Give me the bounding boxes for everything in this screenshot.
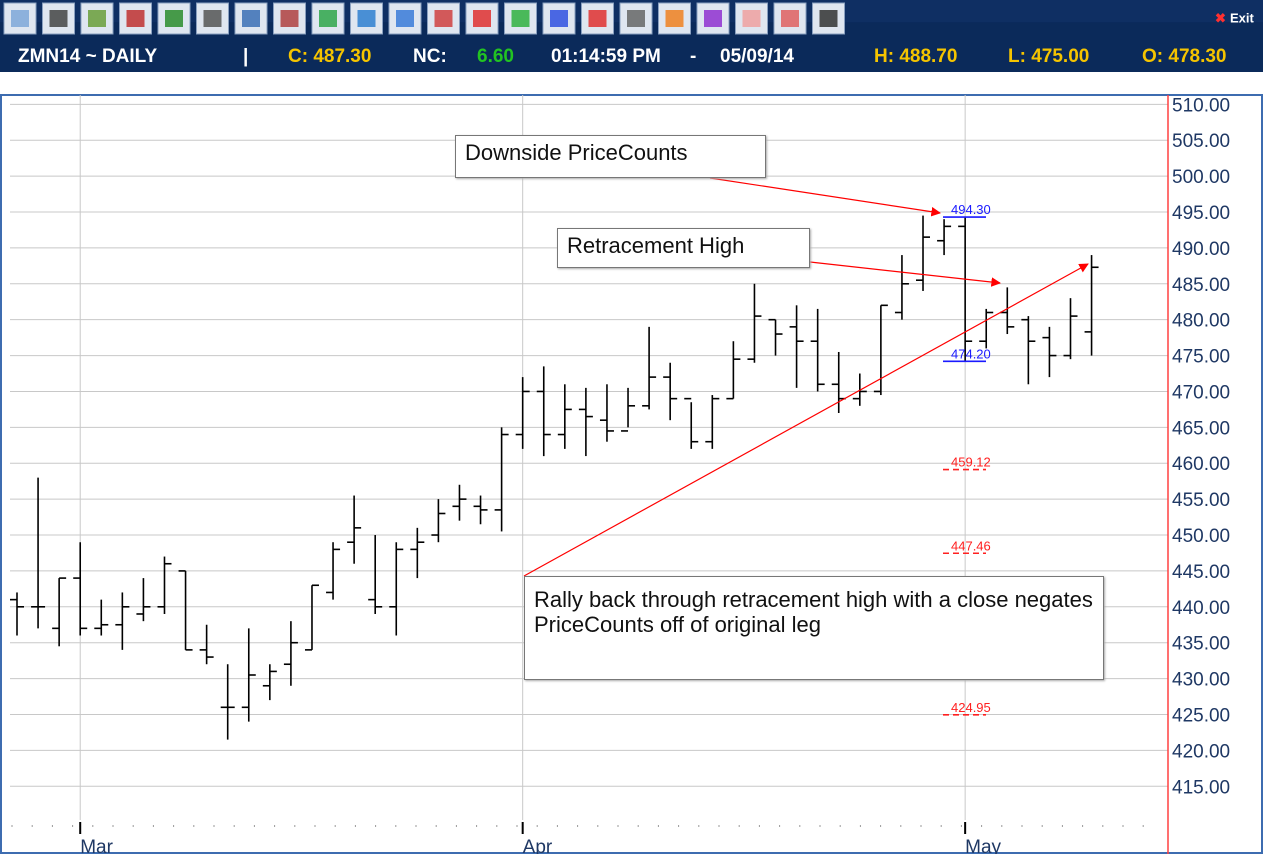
header-field: NC: (413, 46, 447, 67)
y-tick-label: 460.00 (1172, 454, 1230, 475)
toolbar-glyph (819, 10, 838, 27)
toolbar-glyph (550, 10, 568, 27)
y-tick-label: 475.00 (1172, 347, 1230, 368)
price-level-label: 494.30 (951, 202, 991, 217)
toolbar-glyph (357, 10, 376, 27)
header-field: O: 478.30 (1142, 46, 1227, 67)
y-tick-label: 510.00 (1172, 95, 1230, 116)
header-field: 6.60 (477, 46, 514, 67)
toolbar-glyph (126, 10, 145, 27)
price-level-label: 424.95 (951, 700, 991, 715)
y-tick-label: 440.00 (1172, 598, 1230, 619)
chart-frame (0, 94, 1263, 854)
arrow (709, 177, 941, 217)
toolbar-glyph (49, 10, 68, 27)
header-field: ZMN14 ~ DAILY (18, 46, 158, 67)
toolbar-glyph (473, 10, 491, 27)
header-field: - (690, 46, 696, 67)
exit-label[interactable]: Exit (1230, 10, 1255, 25)
header-bar (0, 38, 1263, 72)
header-field: H: 488.70 (874, 46, 957, 67)
callout: Retracement High (557, 228, 810, 268)
y-tick-label: 435.00 (1172, 634, 1230, 655)
price-level-label: 447.46 (951, 538, 991, 553)
toolbar-glyph (434, 10, 453, 27)
y-tick-label: 505.00 (1172, 131, 1230, 152)
toolbar-glyph (11, 10, 29, 27)
price-level-label: 474.20 (951, 346, 991, 361)
toolbar-button[interactable] (3, 2, 37, 35)
toolbar-glyph (588, 10, 607, 27)
y-tick-label: 480.00 (1172, 311, 1230, 332)
toolbar-glyph (319, 10, 337, 27)
y-tick-label: 430.00 (1172, 670, 1230, 691)
y-tick-label: 465.00 (1172, 418, 1230, 439)
y-tick-label: 485.00 (1172, 275, 1230, 296)
toolbar-glyph (88, 10, 106, 27)
toolbar-glyph (511, 10, 530, 27)
y-tick-label: 500.00 (1172, 167, 1230, 188)
x-tick-label: Apr (523, 837, 553, 854)
price-level-label: 459.12 (951, 455, 991, 470)
header-field: C: 487.30 (288, 46, 371, 67)
toolbar-glyph (242, 10, 260, 27)
toolbar-button[interactable] (812, 2, 845, 35)
y-tick-label: 450.00 (1172, 526, 1230, 547)
toolbar-glyph (396, 10, 414, 27)
y-tick-label: 495.00 (1172, 203, 1230, 224)
header-field: | (243, 46, 248, 67)
toolbar-glyph (665, 10, 684, 27)
x-tick-label: May (965, 837, 1001, 854)
header-field: L: 475.00 (1008, 46, 1089, 67)
arrow (523, 263, 1089, 577)
header-field: 05/09/14 (720, 46, 794, 67)
y-tick-label: 490.00 (1172, 239, 1230, 260)
toolbar-glyph (280, 10, 299, 27)
y-tick-label: 415.00 (1172, 777, 1230, 798)
toolbar-glyph (742, 10, 761, 27)
x-tick-label: Mar (80, 837, 113, 854)
toolbar-button[interactable] (581, 2, 614, 35)
toolbar-glyph (627, 10, 645, 27)
y-tick-label: 445.00 (1172, 562, 1230, 583)
toolbar-glyph (704, 10, 722, 27)
toolbar-glyph (203, 10, 222, 27)
toolbar-glyph (781, 10, 799, 27)
arrow (809, 261, 1001, 287)
y-tick-label: 425.00 (1172, 705, 1230, 726)
toolbar-glyph (165, 10, 183, 27)
y-tick-label: 455.00 (1172, 490, 1230, 511)
exit-icon[interactable]: ✖ (1215, 10, 1226, 25)
header-gap (0, 72, 1263, 95)
y-tick-label: 420.00 (1172, 741, 1230, 762)
callout: Downside PriceCounts (455, 135, 766, 178)
y-tick-label: 470.00 (1172, 382, 1230, 403)
header-field: 01:14:59 PM (551, 46, 661, 67)
callout: Rally back through retracement high with… (524, 576, 1104, 680)
